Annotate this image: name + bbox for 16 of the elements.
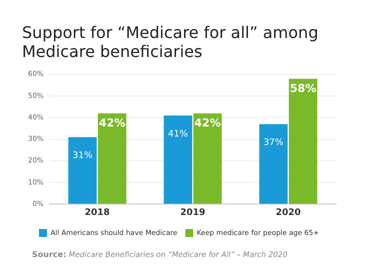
data-label: 31% [72,150,93,161]
chart-title: Support for “Medicare for all” among Medicare beneficiaries [22,22,318,61]
bar [288,78,318,204]
x-tick-label: 2019 [180,208,206,218]
data-label: 42% [194,116,221,130]
data-label: 37% [263,138,284,148]
data-label: 58% [290,82,316,96]
bar [164,116,192,204]
bar [193,113,222,204]
x-tick-label: 2018 [84,208,110,218]
data-label: 42% [98,116,126,130]
data-label: 41% [168,129,188,140]
bar [259,124,288,204]
x-tick-label: 2020 [276,208,301,218]
bar [98,113,126,204]
bar [68,137,97,204]
